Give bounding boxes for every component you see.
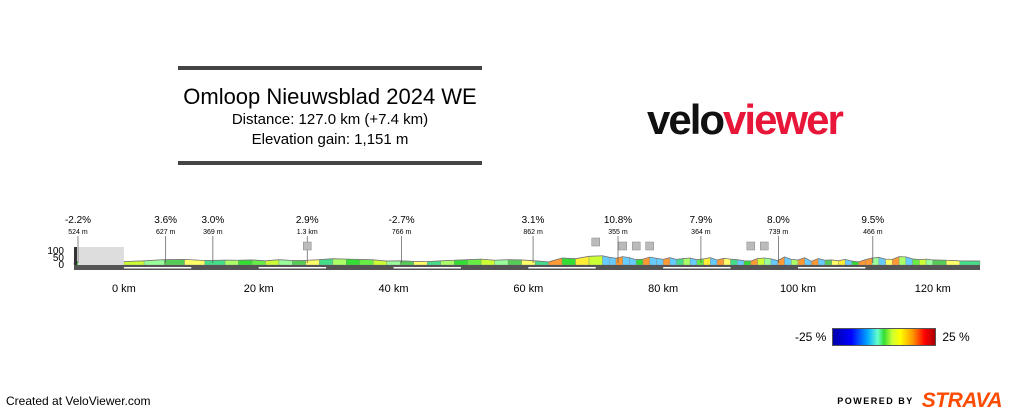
climb-length-label: 466 m — [863, 229, 883, 236]
profile-segment — [346, 258, 361, 266]
climb-length-label: 1.3 km — [297, 229, 318, 236]
gradient-bar — [832, 328, 937, 346]
veloviewer-logo: veloviewer — [647, 96, 844, 144]
profile-segment — [561, 257, 576, 266]
y-tick-label: 50 — [53, 253, 65, 264]
legend-min-label: -25 % — [795, 330, 827, 344]
x-tick-label: 0 km — [112, 283, 136, 295]
km-stripe — [797, 267, 866, 269]
climb-length-label: 524 m — [68, 229, 88, 236]
elevation-text: Elevation gain: 1,151 m — [251, 131, 409, 148]
gradient-legend: -25 % 25 % — [795, 328, 970, 346]
climb-length-label: 862 m — [523, 229, 543, 236]
climb-length-label: 627 m — [156, 229, 176, 236]
distance-text: Distance: 127.0 km (+7.4 km) — [231, 111, 429, 128]
climb-length-label: 766 m — [392, 229, 412, 236]
profile-segment — [932, 259, 947, 266]
y-tick-label: 0 — [58, 260, 64, 271]
km-stripe — [123, 267, 192, 269]
sector-marker — [302, 241, 312, 251]
profile-segment — [885, 258, 893, 266]
powered-by-text: POWERED BY — [837, 396, 914, 406]
climb-grade-label: 10.8% — [604, 215, 632, 226]
created-at-text: Created at VeloViewer.com — [6, 394, 151, 408]
profile-segment — [730, 258, 738, 266]
profile-segment — [359, 259, 374, 266]
km-stripe — [528, 267, 596, 269]
profile-segment — [467, 258, 482, 266]
x-tick-label: 80 km — [648, 283, 678, 295]
profile-segment — [804, 257, 812, 266]
x-tick-label: 120 km — [915, 283, 951, 295]
profile-segment — [919, 258, 927, 266]
profile-segment — [332, 258, 347, 266]
climb-grade-label: 8.0% — [767, 215, 790, 226]
profile-segment — [683, 257, 691, 266]
climb-length-label: 355 m — [608, 229, 628, 236]
sector-marker — [645, 241, 654, 251]
strava-logo: STRAVA — [921, 389, 1003, 412]
sector-marker — [746, 241, 756, 251]
profile-segment — [824, 259, 832, 266]
climb-length-label: 369 m — [203, 229, 223, 236]
profile-segment — [238, 259, 253, 266]
profile-segment — [898, 256, 907, 266]
profile-segment — [507, 259, 522, 266]
profile-segment — [224, 259, 239, 266]
climb-grade-label: 2.9% — [296, 215, 319, 226]
logo-part-viewer: viewer — [723, 96, 844, 143]
y-tick-label: 100 — [47, 246, 64, 257]
sector-marker — [631, 241, 641, 251]
x-tick-label: 40 km — [379, 283, 409, 295]
climb-grade-label: 7.9% — [690, 215, 713, 226]
top-rule — [178, 66, 482, 70]
legend-max-label: 25 % — [942, 330, 970, 344]
sector-marker — [760, 241, 769, 251]
x-tick-label: 20 km — [244, 283, 274, 295]
x-tick-label: 60 km — [513, 283, 543, 295]
profile-segment — [757, 257, 765, 266]
profile-segment — [811, 258, 819, 266]
km-stripe — [258, 267, 327, 269]
sector-marker — [591, 237, 601, 247]
climb-grade-label: -2.2% — [65, 215, 91, 226]
climb-grade-label: 9.5% — [861, 215, 884, 226]
y-axis-line — [74, 247, 77, 267]
climb-length-label: 364 m — [691, 229, 711, 236]
climb-grade-label: 3.1% — [522, 215, 545, 226]
climb-grade-label: 3.0% — [201, 215, 224, 226]
profile-segment — [636, 258, 644, 266]
profile-segment — [292, 260, 307, 266]
climb-grade-label: -2.7% — [389, 215, 415, 226]
km-stripe — [393, 267, 461, 269]
neutral-zone — [78, 247, 124, 265]
profile-segment — [164, 259, 185, 266]
road-bar — [74, 265, 980, 270]
climb-length-label: 739 m — [769, 229, 789, 236]
strava-badge: POWERED BY STRAVA — [837, 389, 1002, 413]
profile-outline — [73, 255, 981, 263]
page-title: Omloop Nieuwsblad 2024 WE — [183, 84, 477, 109]
x-tick-label: 100 km — [780, 283, 816, 295]
title-block: Omloop Nieuwsblad 2024 WE Distance: 127.… — [178, 66, 482, 165]
profile-segment — [588, 255, 603, 266]
climb-grade-label: 3.6% — [154, 215, 177, 226]
logo-part-velo: velo — [647, 96, 725, 143]
bottom-rule — [178, 161, 482, 165]
sector-marker — [618, 241, 627, 251]
km-stripe — [663, 267, 731, 269]
